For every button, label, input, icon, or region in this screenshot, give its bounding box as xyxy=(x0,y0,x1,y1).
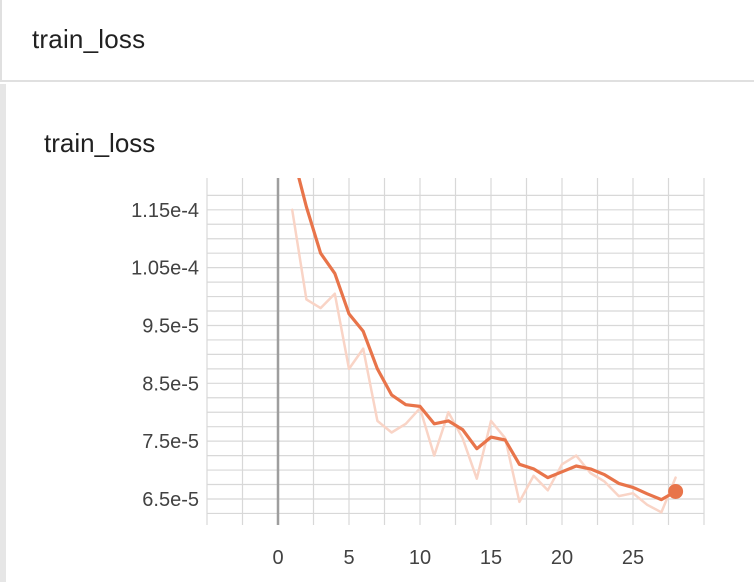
x-tick-label: 10 xyxy=(409,547,431,569)
x-tick-label: 5 xyxy=(343,547,354,569)
x-tick-label: 20 xyxy=(551,547,573,569)
y-tick-label: 1.15e-4 xyxy=(131,200,199,222)
y-tick-label: 8.5e-5 xyxy=(142,373,199,395)
y-axis-ticks: 6.5e-5 7.5e-5 8.5e-5 9.5e-5 1.05e-4 1.15e-4 xyxy=(131,200,199,511)
x-tick-label: 15 xyxy=(480,547,502,569)
y-tick-label: 1.05e-4 xyxy=(131,258,199,280)
series-group xyxy=(290,178,678,514)
x-tick-label: 0 xyxy=(272,547,283,569)
panel-header-title: train_loss xyxy=(32,24,146,54)
y-tick-label: 6.5e-5 xyxy=(142,489,199,511)
last-point-marker[interactable] xyxy=(668,483,684,499)
grid-lines xyxy=(206,178,705,525)
raw-loss-line xyxy=(290,208,677,514)
smoothed-loss-line xyxy=(297,178,678,502)
panel-header[interactable]: train_loss xyxy=(0,0,754,82)
x-axis-ticks: 0 5 10 15 20 25 xyxy=(272,547,644,569)
y-tick-label: 9.5e-5 xyxy=(142,315,199,337)
x-tick-label: 25 xyxy=(622,547,644,569)
chart-title: train_loss xyxy=(44,128,156,158)
y-tick-label: 7.5e-5 xyxy=(142,431,199,453)
